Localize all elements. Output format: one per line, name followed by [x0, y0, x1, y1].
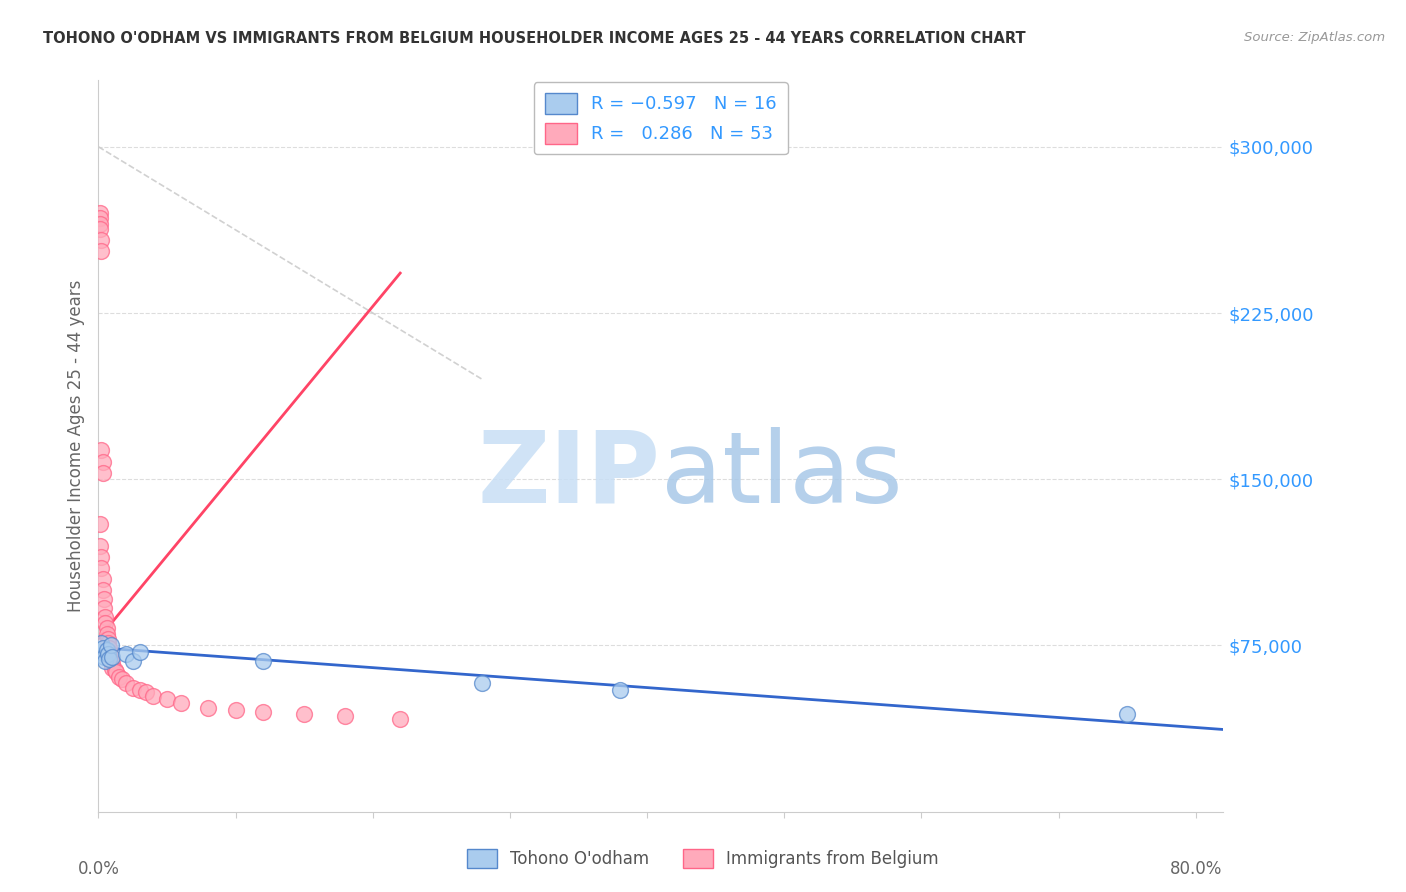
- Point: [89, 218, 111, 232]
- Point: [93, 591, 115, 606]
- Point: [89, 539, 111, 553]
- Point: [105, 665, 128, 679]
- Point: [91, 454, 114, 468]
- Point: [101, 649, 124, 664]
- Point: [91, 583, 114, 598]
- Point: [108, 669, 131, 683]
- Text: Source: ZipAtlas.com: Source: ZipAtlas.com: [1244, 31, 1385, 45]
- Legend: Tohono O'odham, Immigrants from Belgium: Tohono O'odham, Immigrants from Belgium: [460, 842, 946, 875]
- Point: [97, 636, 120, 650]
- Point: [389, 712, 412, 726]
- Point: [121, 681, 143, 695]
- Point: [89, 206, 111, 220]
- Point: [94, 609, 117, 624]
- Point: [89, 645, 111, 659]
- Point: [90, 244, 112, 258]
- Point: [90, 636, 112, 650]
- Point: [90, 561, 112, 575]
- Point: [128, 645, 150, 659]
- Point: [89, 516, 111, 531]
- Text: 0.0%: 0.0%: [77, 861, 120, 879]
- Point: [115, 676, 138, 690]
- Point: [471, 676, 494, 690]
- Text: atlas: atlas: [661, 426, 903, 524]
- Point: [100, 649, 122, 664]
- Point: [90, 549, 112, 564]
- Text: ZIP: ZIP: [478, 426, 661, 524]
- Point: [101, 660, 124, 674]
- Point: [89, 211, 111, 225]
- Text: 80.0%: 80.0%: [1170, 861, 1222, 879]
- Point: [225, 703, 247, 717]
- Y-axis label: Householder Income Ages 25 - 44 years: Householder Income Ages 25 - 44 years: [66, 280, 84, 612]
- Point: [128, 682, 150, 697]
- Legend: R = −0.597   N = 16, R =   0.286   N = 53: R = −0.597 N = 16, R = 0.286 N = 53: [534, 82, 787, 154]
- Point: [96, 643, 118, 657]
- Point: [91, 572, 114, 586]
- Point: [94, 654, 117, 668]
- Point: [97, 648, 120, 662]
- Point: [292, 707, 315, 722]
- Point: [98, 652, 121, 666]
- Point: [94, 616, 117, 631]
- Point: [101, 657, 124, 671]
- Point: [252, 654, 274, 668]
- Point: [104, 663, 127, 677]
- Point: [90, 233, 112, 247]
- Point: [197, 700, 219, 714]
- Point: [93, 600, 115, 615]
- Point: [252, 705, 274, 719]
- Point: [121, 654, 143, 668]
- Point: [98, 640, 121, 655]
- Point: [90, 443, 112, 458]
- Text: TOHONO O'ODHAM VS IMMIGRANTS FROM BELGIUM HOUSEHOLDER INCOME AGES 25 - 44 YEARS : TOHONO O'ODHAM VS IMMIGRANTS FROM BELGIU…: [44, 31, 1025, 46]
- Point: [135, 685, 157, 699]
- Point: [1116, 707, 1139, 722]
- Point: [115, 648, 138, 662]
- Point: [156, 691, 179, 706]
- Point: [100, 654, 122, 668]
- Point: [91, 640, 114, 655]
- Point: [98, 645, 121, 659]
- Point: [335, 709, 357, 723]
- Point: [142, 690, 165, 704]
- Point: [96, 621, 118, 635]
- Point: [96, 627, 118, 641]
- Point: [97, 632, 120, 646]
- Point: [100, 639, 122, 653]
- Point: [609, 682, 631, 697]
- Point: [89, 221, 111, 235]
- Point: [93, 649, 115, 664]
- Point: [170, 696, 193, 710]
- Point: [91, 466, 114, 480]
- Point: [111, 672, 134, 686]
